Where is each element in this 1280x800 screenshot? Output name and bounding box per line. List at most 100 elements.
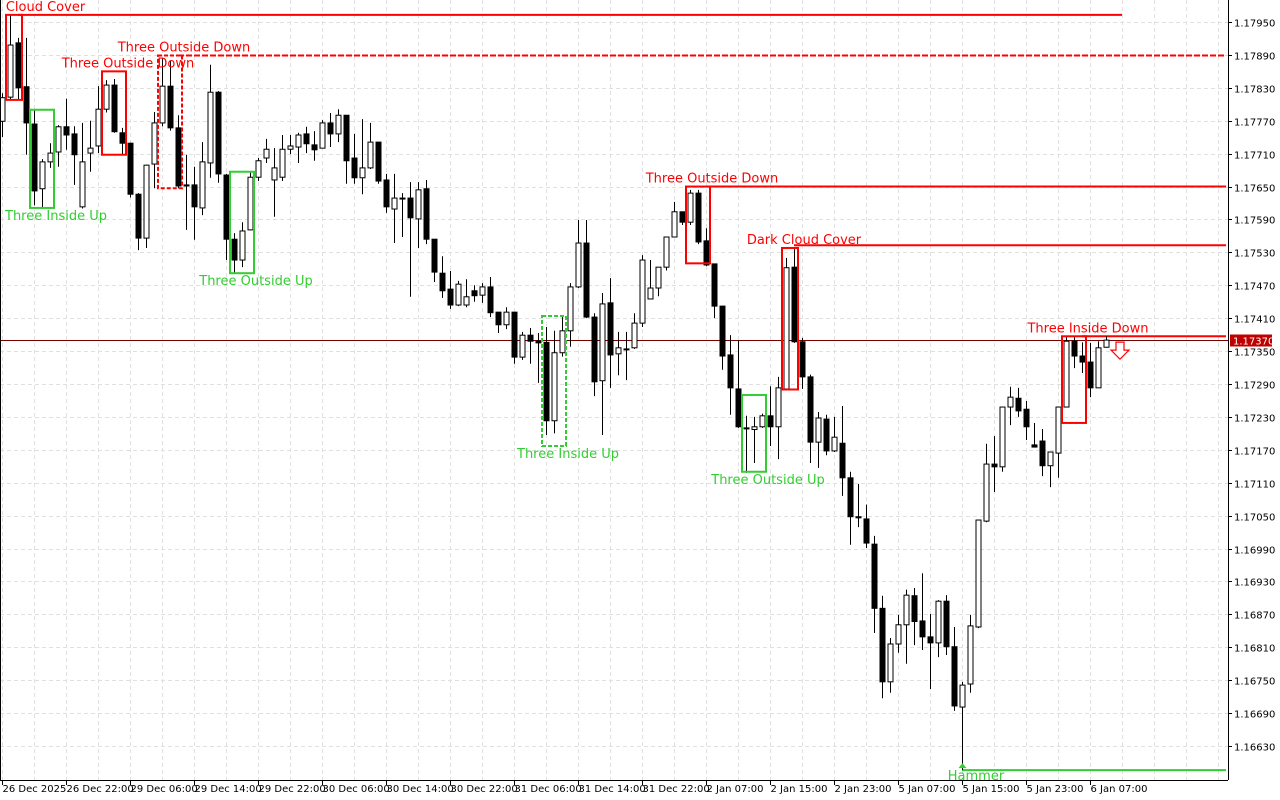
candle-bearish <box>495 311 502 326</box>
pattern-boxes: Dark Cloud Cover Three Inside Up Three Out… <box>0 0 1149 784</box>
pattern-box <box>741 393 767 473</box>
candle-bullish <box>887 643 894 683</box>
candle-bullish <box>999 406 1006 468</box>
candle-bearish <box>487 286 494 314</box>
candle-bearish <box>535 340 542 344</box>
y-tick-label: 1.17530 <box>1234 249 1275 260</box>
candle-bullish <box>567 286 574 332</box>
candle-bullish <box>599 303 606 382</box>
candle-bullish <box>751 426 758 431</box>
candle-bullish <box>95 108 102 147</box>
candle-bullish <box>655 266 662 289</box>
candle-bullish <box>631 322 638 349</box>
y-tick-label: 1.16810 <box>1234 644 1275 655</box>
candle-bearish <box>1071 340 1078 357</box>
candle-bearish <box>191 184 198 208</box>
x-tick-label: 5 Jan 15:00 <box>963 784 1020 795</box>
x-tick-label: 31 Dec 22:00 <box>643 784 710 795</box>
candle-bearish <box>127 142 134 195</box>
candle-bullish <box>831 436 838 452</box>
candle-bullish <box>983 463 990 522</box>
x-tick-label: 26 Dec 2025 <box>3 784 67 795</box>
candle-bearish <box>1015 397 1022 412</box>
candle-bearish <box>583 242 590 318</box>
candle-bearish <box>311 144 318 151</box>
y-tick-label: 1.16750 <box>1234 677 1275 688</box>
candle-bullish <box>151 122 158 165</box>
candle-bullish <box>39 161 46 190</box>
candle-bearish <box>303 133 310 145</box>
candle-bearish <box>591 316 598 383</box>
x-tick-label: 2 Jan 23:00 <box>835 784 892 795</box>
pattern-label: Three Outside Up <box>710 473 824 488</box>
candle-bearish <box>231 238 238 261</box>
candle-bearish <box>911 595 918 622</box>
candle-bullish <box>199 161 206 209</box>
candle-bullish <box>559 330 566 354</box>
candle-bullish <box>959 684 966 708</box>
pattern-label: Dark Cloud Cover <box>0 0 86 15</box>
candle-bearish <box>735 388 742 428</box>
y-tick-label: 1.16870 <box>1234 611 1275 622</box>
candle-bullish <box>239 230 246 261</box>
pattern-label: Three Inside Up <box>516 447 619 462</box>
candle-bearish <box>927 636 934 644</box>
candle-bearish <box>375 141 382 182</box>
x-tick-label: 29 Dec 22:00 <box>259 784 326 795</box>
candle-bearish <box>807 376 814 443</box>
y-tick-label: 1.17410 <box>1234 315 1275 326</box>
x-tick-label: 6 Jan 07:00 <box>1091 784 1148 795</box>
x-tick-label: 5 Jan 07:00 <box>899 784 956 795</box>
candle-bullish <box>1007 396 1014 408</box>
candle-bullish <box>359 167 366 179</box>
candle-bearish <box>447 288 454 306</box>
candle-bearish <box>111 84 118 133</box>
candle-bullish <box>639 259 646 324</box>
candle-bearish <box>1039 440 1046 467</box>
candle-bullish <box>903 594 910 626</box>
y-tick-label: 1.17830 <box>1234 85 1275 96</box>
candle-bearish <box>175 127 182 187</box>
x-tick-label: 2 Jan 07:00 <box>707 784 764 795</box>
candle-bearish <box>703 240 710 266</box>
candle-bullish <box>687 192 694 223</box>
candle-bullish <box>263 148 270 159</box>
pattern-box <box>5 13 23 101</box>
candle-bearish <box>607 302 614 356</box>
candle-bearish <box>351 157 358 179</box>
y-tick-label: 1.17170 <box>1234 447 1275 458</box>
current-price-label: 1.17370 <box>1233 337 1274 348</box>
candle-bullish <box>287 145 294 150</box>
x-tick-label: 29 Dec 14:00 <box>195 784 262 795</box>
candle-bearish <box>543 341 550 422</box>
candle-bullish <box>335 114 342 135</box>
x-tick-label: 30 Dec 14:00 <box>387 784 454 795</box>
candle-bearish <box>223 174 230 240</box>
candle-bearish <box>71 133 78 156</box>
candle-bullish <box>895 624 902 645</box>
candle-bearish <box>719 305 726 357</box>
candles <box>0 14 1110 771</box>
candle-bullish <box>87 147 94 154</box>
candle-bearish <box>471 290 478 297</box>
candle-bearish <box>919 620 926 638</box>
candle-bearish <box>215 91 222 175</box>
candle-bullish <box>295 134 302 148</box>
candle-bullish <box>159 85 166 124</box>
pattern-box <box>101 70 127 156</box>
candle-bullish <box>647 287 654 300</box>
candle-bearish <box>1087 361 1094 389</box>
candle-bearish <box>439 272 446 292</box>
y-tick-label: 1.17350 <box>1234 348 1275 359</box>
candle-bullish <box>783 267 790 390</box>
candle-bearish <box>1023 408 1030 428</box>
x-tick-label: 5 Jan 23:00 <box>1027 784 1084 795</box>
candle-bearish <box>343 114 350 162</box>
candle-bullish <box>759 415 766 428</box>
candle-bearish <box>431 238 438 273</box>
y-tick-label: 1.17770 <box>1234 118 1275 129</box>
candle-bearish <box>31 123 38 192</box>
candle-bearish <box>799 341 806 378</box>
hammer-arrow-up-icon <box>958 763 967 769</box>
